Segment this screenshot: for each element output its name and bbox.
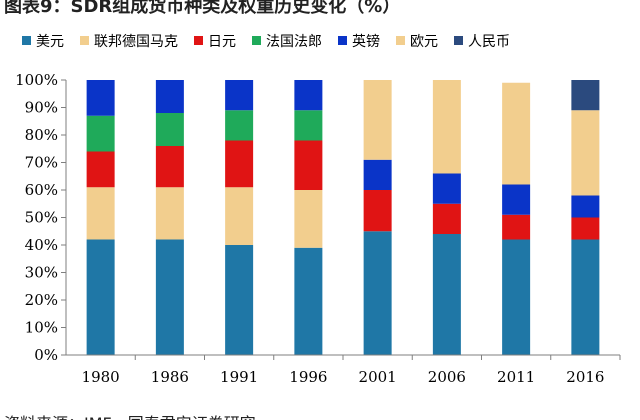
legend-swatch <box>454 36 463 45</box>
legend-label: 人民币 <box>468 34 510 50</box>
y-tick-label: 80% <box>25 126 58 144</box>
bar-segment <box>363 80 392 160</box>
y-tick-label: 0% <box>34 346 58 364</box>
chart-title: 图表9：SDR组成货币种类及权重历史变化（%） <box>4 0 401 16</box>
bar-segment <box>432 203 461 234</box>
legend-swatch <box>22 36 31 45</box>
y-tick-label: 10% <box>25 319 58 337</box>
x-tick-label: 1980 <box>82 368 120 386</box>
legend: 美元 联邦德国马克 日元 法国法郎 英镑 欧元 人民币 <box>22 33 510 50</box>
legend-label: 英镑 <box>352 33 380 50</box>
x-tick-label: 2011 <box>497 368 535 386</box>
bar-segment <box>571 217 600 240</box>
bar-segment <box>571 110 600 196</box>
bar-segment <box>86 239 115 355</box>
bar-segment <box>86 115 115 152</box>
bar-segment <box>294 140 323 190</box>
bar-segment <box>571 239 600 355</box>
bar-segment <box>155 187 184 240</box>
bar-segment <box>86 187 115 240</box>
bar-segment <box>432 80 461 174</box>
bar-segment <box>294 110 323 141</box>
bar-segment <box>502 184 531 215</box>
source-note: 资料来源：IMF，国泰君安证券研究 <box>4 410 256 420</box>
y-tick-label: 100% <box>15 71 58 89</box>
bar-segment <box>294 80 323 111</box>
x-tick-label: 1991 <box>220 368 258 386</box>
y-axis-tick-labels: 0% 10% 20% 30% 40% 50% 60% 70% 80% 90% 100% <box>15 71 66 364</box>
bar-segment <box>225 80 254 111</box>
bar-segment <box>294 247 323 355</box>
legend-label: 日元 <box>208 34 236 50</box>
bar-segment <box>225 110 254 141</box>
x-tick-label: 1986 <box>151 368 189 386</box>
bar-segment <box>571 80 600 111</box>
y-tick-label: 50% <box>25 209 58 227</box>
chart-title-strip: 图表9：SDR组成货币种类及权重历史变化（%） <box>0 0 640 16</box>
y-tick-label: 30% <box>25 264 58 282</box>
y-tick-label: 90% <box>25 99 58 117</box>
legend-swatch <box>338 36 347 45</box>
y-tick-label: 70% <box>25 154 58 172</box>
legend-label: 欧元 <box>410 34 438 50</box>
x-tick-label: 2016 <box>566 368 604 386</box>
bar-segment <box>225 187 254 245</box>
bar-segment <box>502 214 531 240</box>
legend-label: 联邦德国马克 <box>94 34 178 50</box>
bar-segment <box>432 173 461 204</box>
x-tick-label: 2006 <box>428 368 466 386</box>
x-tick-label: 1996 <box>289 368 327 386</box>
legend-swatch <box>252 36 261 45</box>
bar-segment <box>363 231 392 355</box>
bar-segment <box>363 159 392 190</box>
bar-segment <box>502 82 531 185</box>
bar-segment <box>294 190 323 248</box>
legend-swatch <box>80 36 89 45</box>
bar-segment <box>86 80 115 116</box>
bar-segment <box>225 245 254 355</box>
y-tick-label: 20% <box>25 291 58 309</box>
x-axis-tick-labels: 1980 1986 1991 1996 2001 2006 2011 2016 <box>82 355 621 386</box>
bar-segment <box>571 195 600 218</box>
bar-segment <box>86 151 115 188</box>
bar-segment <box>432 234 461 355</box>
legend-swatch <box>396 36 405 45</box>
legend-label: 美元 <box>36 34 64 50</box>
bar-segment <box>363 190 392 232</box>
legend-label: 法国法郎 <box>266 34 322 50</box>
source-footer-strip: 资料来源：IMF，国泰君安证券研究 <box>0 404 640 420</box>
bar-segment <box>155 80 184 113</box>
bar-segment <box>155 239 184 355</box>
y-tick-label: 40% <box>25 236 58 254</box>
bar-segment <box>155 146 184 188</box>
legend-swatch <box>194 36 203 45</box>
x-tick-label: 2001 <box>359 368 397 386</box>
bar-segment <box>155 113 184 146</box>
y-tick-label: 60% <box>25 181 58 199</box>
bar-segment <box>225 140 254 188</box>
bar-segment <box>502 239 531 355</box>
bars <box>86 80 600 355</box>
